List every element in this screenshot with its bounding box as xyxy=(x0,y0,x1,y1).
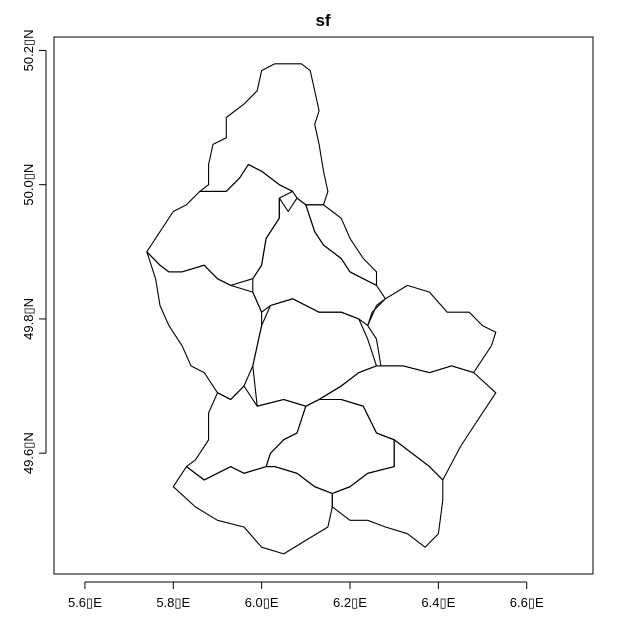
x-tick-label: 6.2▯E xyxy=(333,595,367,610)
map-region xyxy=(318,365,497,481)
x-tick-label: 5.6▯E xyxy=(68,595,102,610)
map-region xyxy=(265,398,395,495)
map-region xyxy=(146,251,263,401)
map-region xyxy=(305,204,378,286)
y-axis: 49.6▯N 49.8▯N 50.0▯N 50.2▯N xyxy=(21,30,47,474)
map-region xyxy=(185,385,307,481)
map-region xyxy=(367,284,497,374)
y-tick-label: 49.8▯N xyxy=(21,298,36,340)
map-region xyxy=(331,439,444,548)
plot-frame xyxy=(53,36,594,575)
x-tick-label: 6.6▯E xyxy=(510,595,544,610)
y-tick-label: 50.0▯N xyxy=(21,164,36,206)
regions-layer xyxy=(146,63,497,555)
map-region xyxy=(172,466,333,555)
y-tick-label: 50.2▯N xyxy=(21,30,36,72)
plot-title: sf xyxy=(315,11,330,30)
x-tick-label: 6.4▯E xyxy=(421,595,455,610)
x-axis: 5.6▯E 5.8▯E 6.0▯E 6.2▯E 6.4▯E 6.6▯E xyxy=(68,581,544,610)
x-tick-label: 5.8▯E xyxy=(156,595,190,610)
map-region xyxy=(252,298,378,407)
map-region xyxy=(252,197,386,327)
x-tick-label: 6.0▯E xyxy=(245,595,279,610)
y-tick-label: 49.6▯N xyxy=(21,432,36,474)
map-region xyxy=(146,163,294,286)
map-region xyxy=(199,63,329,206)
